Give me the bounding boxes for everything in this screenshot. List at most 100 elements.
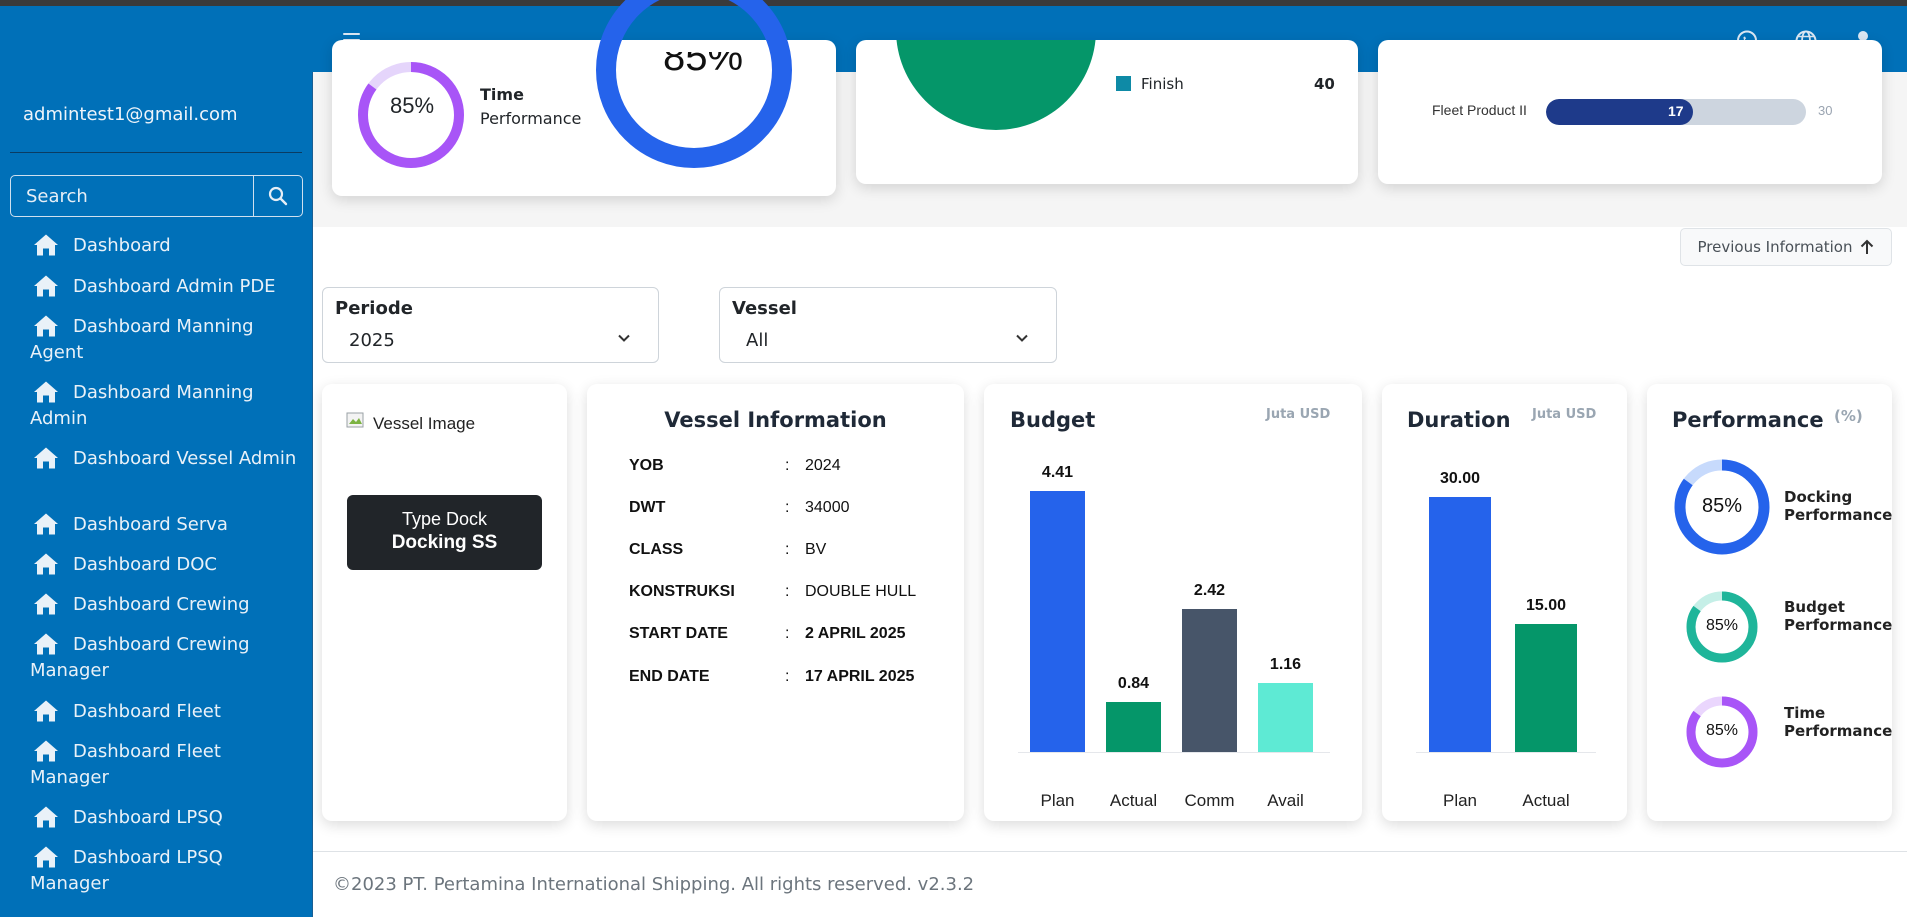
home-icon	[34, 234, 58, 256]
vessel-select[interactable]: Vessel All	[719, 287, 1057, 363]
fleet-progress-track: 17	[1546, 99, 1806, 125]
home-icon	[34, 593, 58, 615]
performance-card: Performance (%) 85% Docking Performance 85%…	[1647, 384, 1892, 821]
vessel-info-value: BV	[805, 541, 827, 558]
performance-ring	[1686, 696, 1758, 768]
x-axis-line	[1018, 752, 1330, 753]
vessel-information-card: Vessel Information YOB:2024 DWT:34000 CLAS…	[587, 384, 964, 821]
vessel-info-key: START DATE	[629, 625, 728, 642]
fleet-product-label: Fleet Product II	[1432, 102, 1527, 118]
bar-value-label: 2.42	[1193, 582, 1226, 599]
sidebar-item-dashboard-manning-agent[interactable]: Dashboard Manning Agent	[30, 314, 305, 366]
home-icon	[34, 315, 58, 337]
time-performance-value: 85%	[390, 93, 435, 118]
bar-value-label: 1.16	[1269, 656, 1302, 673]
time-performance-card: 85% Time Performance 85%	[332, 0, 836, 196]
bar-category-label: Comm	[1184, 791, 1235, 810]
finish-legend-value: 40	[1314, 75, 1335, 93]
periode-label: Periode	[335, 298, 413, 319]
home-icon	[34, 700, 58, 722]
home-icon	[34, 381, 58, 403]
vessel-info-row: YOB:2024	[587, 457, 964, 481]
sidebar-item-dashboard-crewing[interactable]: Dashboard Crewing	[30, 592, 305, 618]
periode-select[interactable]: Periode 2025	[322, 287, 659, 363]
sidebar-item-label: Dashboard Serva	[73, 514, 228, 535]
performance-ring-label: Performance	[1784, 506, 1892, 524]
search-button[interactable]	[253, 176, 302, 216]
vessel-info-key: CLASS	[629, 541, 684, 558]
vessel-info-value: DOUBLE HULL	[805, 583, 917, 600]
vessel-info-value: 34000	[805, 499, 850, 516]
bar-value-label: 0.84	[1117, 675, 1150, 692]
previous-information-button[interactable]: Previous Information	[1680, 228, 1892, 266]
sidebar-item-dashboard-lpsq[interactable]: Dashboard LPSQ	[30, 805, 305, 831]
duration-card: Duration Juta USD 30.00 Plan 15.00 Actual	[1382, 384, 1627, 821]
bar-comm	[1182, 609, 1237, 752]
vessel-info-row: CLASS: BV	[587, 541, 964, 565]
divider	[10, 152, 302, 153]
home-icon	[34, 275, 58, 297]
sidebar-item-dashboard-lpsq-manager[interactable]: Dashboard LPSQ Manager	[30, 845, 305, 897]
chevron-down-icon	[618, 334, 630, 342]
vessel-image-alt: Vessel Image	[373, 414, 476, 433]
sidebar-item-label: Dashboard Crewing	[73, 594, 250, 615]
bar-category-label: Avail	[1267, 791, 1304, 810]
vessel-info-sep: :	[785, 457, 790, 474]
time-performance-ring	[358, 62, 464, 168]
vessel-value: All	[746, 330, 769, 351]
sidebar-item-dashboard[interactable]: Dashboard	[30, 233, 305, 259]
vessel-information-title: Vessel Information	[664, 408, 887, 432]
performance-ring-label: Docking	[1784, 488, 1853, 506]
footer: ©2023 PT. Pertamina International Shippi…	[313, 851, 1907, 917]
sidebar-item-label: Dashboard LPSQ Manager	[30, 847, 223, 894]
bar-plan	[1429, 497, 1491, 752]
sidebar-item-dashboard-vessel-admin[interactable]: Dashboard Vessel Admin	[30, 446, 305, 472]
home-icon	[34, 846, 58, 868]
sidebar-item-dashboard-doc[interactable]: Dashboard DOC	[30, 552, 305, 578]
sidebar-item-dashboard-crewing-manager[interactable]: Dashboard Crewing Manager	[30, 632, 305, 684]
type-dock-value: Docking SS	[391, 532, 498, 553]
bar-category-label: Plan	[1040, 791, 1075, 810]
fleet-progress-max: 30	[1818, 103, 1833, 118]
budget-card: Budget Juta USD 4.41 Plan 0.84 Actual 2.42 Co…	[984, 384, 1362, 821]
vessel-info-sep: :	[785, 625, 790, 642]
sidebar-item-dashboard-manning-admin[interactable]: Dashboard Manning Admin	[30, 380, 305, 432]
sidebar-item-dashboard-fleet-manager[interactable]: Dashboard Fleet Manager	[30, 739, 305, 791]
vessel-info-key: KONSTRUKSI	[629, 583, 735, 600]
vessel-info-value: 2 APRIL 2025	[805, 625, 906, 642]
performance-ring	[1686, 591, 1758, 663]
sidebar-item-label: Dashboard Manning Agent	[30, 316, 254, 363]
sidebar-item-dashboard-admin-pde[interactable]: Dashboard Admin PDE	[30, 274, 305, 300]
vessel-info-key: YOB	[629, 457, 664, 474]
vessel-image-card: Vessel Image Type Dock Docking SS	[322, 384, 567, 821]
performance-ring-value: 85%	[1705, 722, 1739, 740]
status-pie-card: Finish 40	[856, 40, 1358, 184]
sidebar: admintest1@gmail.com Dashboard Dashboard …	[0, 72, 313, 917]
bar-value-label: 15.00	[1525, 597, 1567, 614]
bar-value-label: 4.41	[1041, 464, 1074, 481]
sidebar-item-label: Dashboard Fleet	[73, 701, 221, 722]
finish-legend-label: Finish	[1141, 75, 1184, 93]
periode-value: 2025	[349, 330, 395, 351]
performance-unit: (%)	[1834, 407, 1863, 425]
home-icon	[34, 553, 58, 575]
vessel-image: Vessel Image	[346, 410, 546, 440]
budget-bar-chart: 4.41 Plan 0.84 Actual 2.42 Comm 1.16 Avail	[984, 384, 1362, 821]
home-icon	[34, 447, 58, 469]
search-box	[10, 175, 303, 217]
sidebar-item-dashboard-serva[interactable]: Dashboard Serva	[30, 512, 305, 538]
vessel-info-sep: :	[785, 541, 790, 558]
home-icon	[34, 513, 58, 535]
sidebar-item-label: Dashboard Crewing Manager	[30, 634, 250, 681]
performance-ring-label: Performance	[1784, 722, 1892, 740]
arrow-up-icon	[1860, 239, 1873, 254]
performance-ring-label: Time	[1784, 704, 1826, 722]
sidebar-item-dashboard-fleet[interactable]: Dashboard Fleet	[30, 699, 305, 725]
search-input[interactable]	[11, 176, 253, 216]
sidebar-item-label: Dashboard LPSQ	[73, 807, 223, 828]
budget-unit: Juta USD	[1266, 407, 1331, 422]
overall-performance-ring	[596, 0, 792, 168]
bar-avail	[1258, 683, 1313, 752]
type-dock-label: Type Dock	[401, 509, 488, 529]
home-icon	[34, 633, 58, 655]
